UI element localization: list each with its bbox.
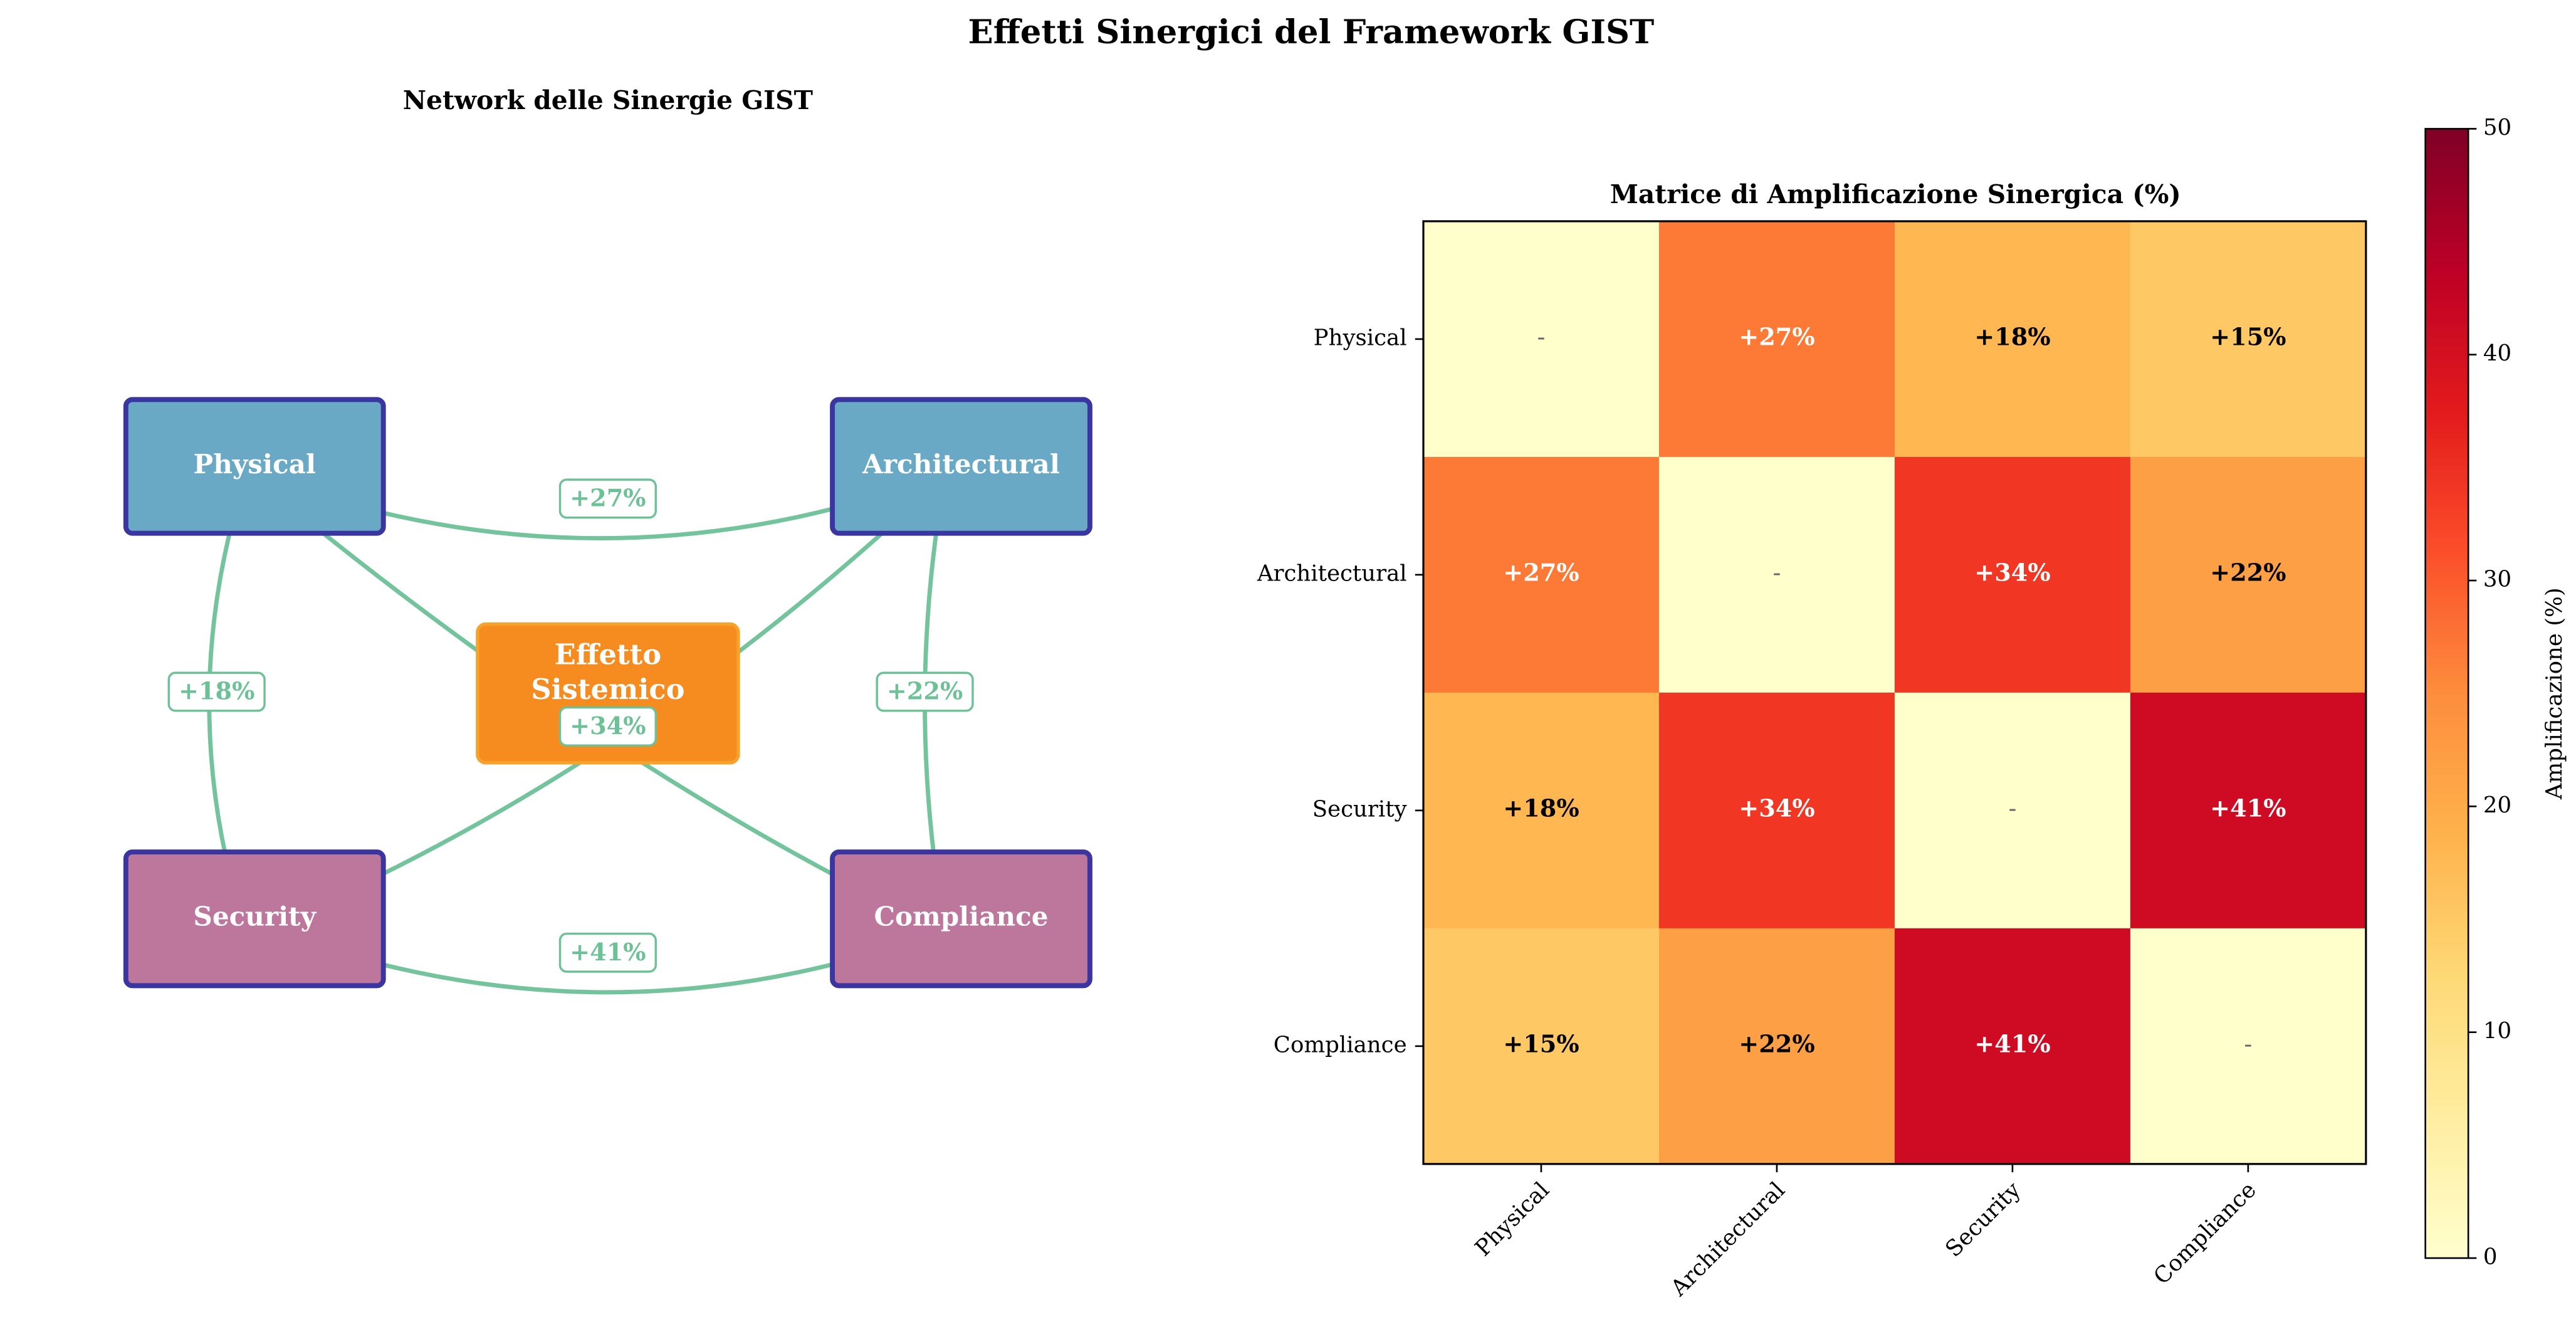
heatmap-cell — [1658, 221, 1895, 458]
node-box — [830, 397, 1092, 536]
heatmap-cell — [1423, 456, 1660, 693]
network: Physical Architectural Security Compliance E… — [123, 397, 1092, 995]
center-label: Sistemico — [531, 673, 684, 706]
cell-label: +34% — [1974, 559, 2050, 587]
edge-label: +18% — [179, 678, 254, 706]
heatmap-cell — [1658, 456, 1895, 693]
edge-label-box — [167, 671, 266, 712]
center-box — [476, 622, 740, 765]
edge-label-box — [558, 706, 657, 747]
y-tick-label: Security — [1312, 796, 1407, 822]
heatmap-cell — [1894, 456, 2131, 693]
y-tick-label: Compliance — [1274, 1032, 1407, 1058]
heatmap-cell — [1894, 221, 2131, 458]
heatmap-title: Matrice di Amplificazione Sinergica (%) — [1610, 179, 2181, 209]
cell-label: +41% — [2210, 794, 2286, 822]
node-box — [123, 397, 386, 536]
heatmap-cell — [2130, 456, 2367, 693]
node-label: Security — [193, 901, 317, 932]
heatmap-cell — [1894, 692, 2131, 929]
edge-label: +41% — [570, 938, 646, 967]
cell-label: - — [1537, 323, 1546, 351]
cell-label: +27% — [1739, 323, 1814, 351]
center-label: Effetto — [555, 638, 662, 671]
network-title: Network delle Sinergie GIST — [403, 85, 813, 115]
edge-label-box — [876, 671, 974, 712]
colorbar-tick-label: 0 — [2483, 1244, 2498, 1269]
cell-label: - — [2244, 1031, 2252, 1058]
heatmap-cell — [2130, 692, 2367, 929]
cell-label: +18% — [1974, 323, 2050, 351]
cell-label: +15% — [1503, 1030, 1579, 1058]
figure-title: Effetti Sinergici del Framework GIST — [968, 13, 1655, 51]
edge-label: +22% — [887, 678, 963, 706]
y-tick-label: Physical — [1314, 325, 1407, 350]
cell-label: +34% — [1739, 794, 1814, 822]
colorbar-tick-label: 30 — [2483, 567, 2511, 592]
cell-label: - — [2008, 795, 2016, 822]
heatmap-cell — [1658, 692, 1895, 929]
edge-label: +34% — [570, 712, 646, 740]
cell-label: +41% — [1974, 1030, 2050, 1058]
edge-label: +27% — [570, 485, 646, 513]
cell-label: +15% — [2210, 323, 2286, 351]
cell-label: +22% — [2210, 559, 2286, 587]
colorbar-label: Amplificazione (%) — [2542, 587, 2567, 800]
colorbar-tick-label: 10 — [2483, 1018, 2511, 1044]
colorbar-tick-label: 40 — [2483, 340, 2511, 366]
cell-label: - — [1772, 559, 1781, 587]
heatmap-cell — [2130, 928, 2367, 1165]
heatmap-frame — [1422, 220, 2367, 1165]
heatmap-cell — [2130, 221, 2367, 458]
heatmap-cell — [1658, 928, 1895, 1165]
colorbar — [2424, 128, 2469, 1259]
heatmap-cell — [1894, 928, 2131, 1165]
heatmap-cell — [1423, 221, 1660, 458]
edge-label-box — [558, 478, 657, 519]
node-label: Architectural — [862, 448, 1060, 480]
colorbar-tick-label: 20 — [2483, 792, 2511, 818]
node-box — [830, 849, 1092, 989]
edge-label-box — [558, 932, 657, 973]
heatmap-cell — [1423, 692, 1660, 929]
cell-label: +18% — [1503, 794, 1579, 822]
node-label: Compliance — [874, 901, 1048, 932]
node-label: Physical — [194, 448, 316, 480]
node-box — [123, 849, 386, 989]
y-tick-label: Architectural — [1257, 560, 1407, 586]
cell-label: +27% — [1503, 559, 1579, 587]
cell-label: +22% — [1739, 1030, 1814, 1058]
heatmap-cell — [1423, 928, 1660, 1165]
colorbar-tick-label: 50 — [2483, 115, 2511, 140]
